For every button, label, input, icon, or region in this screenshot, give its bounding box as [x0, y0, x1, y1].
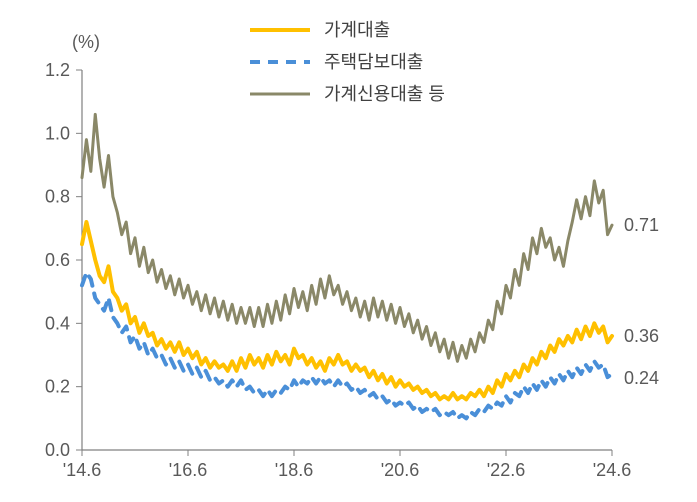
x-tick-label: '22.6 [487, 460, 525, 480]
legend-label-household_loans: 가계대출 [324, 20, 390, 40]
y-tick-label: 0.0 [45, 440, 70, 460]
x-tick-label: '18.6 [275, 460, 313, 480]
x-tick-label: '14.6 [63, 460, 101, 480]
x-tick-label: '20.6 [381, 460, 419, 480]
end-label-mortgage_loans: 0.24 [624, 368, 659, 388]
legend-label-mortgage_loans: 주택담보대출 [324, 52, 423, 72]
x-tick-label: '16.6 [169, 460, 207, 480]
y-tick-label: 1.0 [45, 123, 70, 143]
line-chart: (%) 0.0 0.2 0.4 0.6 0.8 1.0 1.2 '14.6 '16.6 '18.6 '… [0, 0, 697, 502]
y-tick-label: 0.4 [45, 313, 70, 333]
y-tick-label: 0.8 [45, 187, 70, 207]
x-tick-label: '24.6 [593, 460, 631, 480]
chart-bg [0, 0, 697, 502]
legend-label-household_credit_loans: 가계신용대출 등 [324, 84, 445, 104]
y-axis-unit: (%) [72, 32, 100, 52]
y-tick-label: 0.2 [45, 377, 70, 397]
end-label-household_credit_loans: 0.71 [624, 215, 659, 235]
y-tick-label: 0.6 [45, 250, 70, 270]
y-tick-label: 1.2 [45, 60, 70, 80]
end-label-household_loans: 0.36 [624, 326, 659, 346]
chart-container: (%) 0.0 0.2 0.4 0.6 0.8 1.0 1.2 '14.6 '16.6 '18.6 '… [0, 0, 697, 502]
